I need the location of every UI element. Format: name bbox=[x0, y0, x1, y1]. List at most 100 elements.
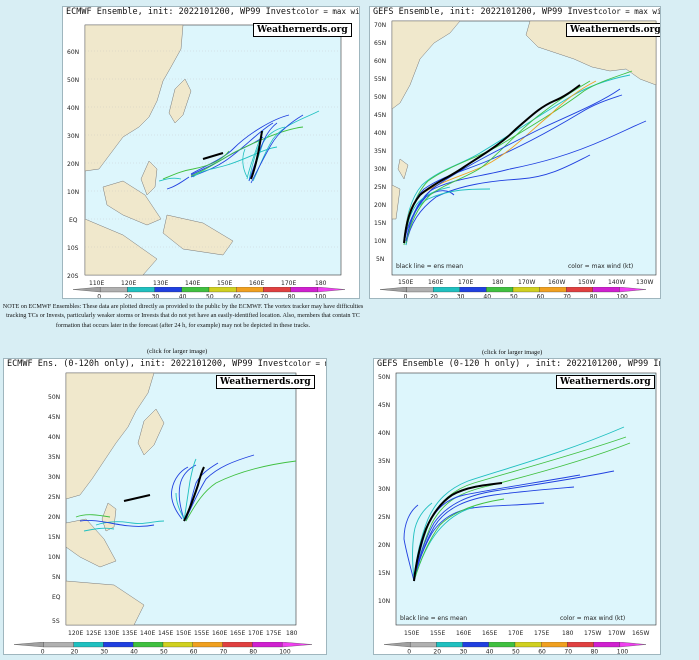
lat-label: 45N bbox=[378, 402, 390, 409]
wind-color-legend: 0 20 30 40 50 60 70 80 100 bbox=[379, 287, 647, 300]
lat-label: 30N bbox=[48, 474, 60, 481]
legend-tick-label: 40 bbox=[179, 294, 187, 300]
legend-ticks: 0 20 30 40 50 60 70 80 100 bbox=[404, 294, 628, 300]
ecmwf-track-map[interactable]: 60N 50N 40N 30N 20N 10N EQ 10S 20S 110E … bbox=[63, 19, 359, 289]
legend-tick-label: 30 bbox=[100, 649, 108, 655]
lon-label: 170E bbox=[281, 280, 296, 287]
legend-tick-label: 80 bbox=[590, 294, 598, 300]
legend-tick-label: 80 bbox=[591, 649, 599, 655]
lat-label: 15N bbox=[48, 534, 60, 541]
ecmwf-120h-panel[interactable]: ECMWF Ens. (0-120h only), init: 20221012… bbox=[3, 358, 327, 655]
legend-swatch bbox=[619, 642, 647, 648]
legend-ticks: 0 20 30 40 50 60 70 80 100 bbox=[407, 649, 628, 655]
lon-label: 140E bbox=[185, 280, 200, 287]
legend-tick-label: 60 bbox=[538, 649, 546, 655]
lat-label: EQ bbox=[69, 217, 78, 224]
legend-swatch bbox=[133, 642, 164, 648]
legend-swatch bbox=[73, 642, 104, 648]
lat-label: 25N bbox=[374, 184, 386, 191]
wind-color-note: color = max wind (kt) bbox=[560, 615, 625, 622]
wind-color-label: color = max wind (kt) bbox=[598, 7, 661, 16]
legend-swatch bbox=[593, 642, 620, 648]
legend-swatch bbox=[43, 642, 74, 648]
lon-label: 165E bbox=[482, 630, 497, 637]
lon-label: 150E bbox=[404, 630, 419, 637]
gefs-ensemble-panel[interactable]: GEFS Ensemble, init: 2022101200, WP99 In… bbox=[369, 6, 661, 299]
lat-label: 10N bbox=[67, 189, 79, 196]
legend-tick-label: 60 bbox=[233, 294, 241, 300]
lon-label: 160E bbox=[428, 279, 443, 286]
legend-tick-label: 0 bbox=[407, 649, 411, 655]
legend-tick-label: 70 bbox=[563, 294, 571, 300]
lon-label: 140W bbox=[608, 279, 625, 286]
legend-tick-label: 50 bbox=[512, 649, 520, 655]
click-for-larger-link-left[interactable]: (click for larger image) bbox=[147, 348, 208, 355]
lon-label: 150W bbox=[578, 279, 595, 286]
lat-label: 5N bbox=[52, 574, 60, 581]
wind-color-label: color = max wind (kt) bbox=[296, 7, 360, 16]
lat-label: 15N bbox=[378, 570, 390, 577]
lat-label: 50N bbox=[67, 77, 79, 84]
lat-label: 60N bbox=[374, 58, 386, 65]
lat-label: 10N bbox=[378, 598, 390, 605]
lat-label: 60N bbox=[67, 49, 79, 56]
legend-swatch bbox=[462, 642, 489, 648]
lat-label: 50N bbox=[378, 374, 390, 381]
lon-label: 130W bbox=[636, 279, 653, 286]
click-for-larger-link-right[interactable]: (click for larger image) bbox=[482, 349, 543, 356]
lat-label: 5S bbox=[52, 618, 60, 625]
gefs-track-map[interactable]: 70N 65N 60N 55N 50N 45N 40N 35N 30N 25N … bbox=[370, 19, 660, 287]
legend-tick-label: 70 bbox=[220, 649, 228, 655]
legend-swatch bbox=[592, 287, 620, 293]
lon-label: 150E bbox=[398, 279, 413, 286]
lon-label: 155E bbox=[194, 630, 209, 637]
legend-tick-label: 0 bbox=[41, 649, 45, 655]
legend-swatch bbox=[488, 642, 516, 648]
ecmwf-ensemble-panel[interactable]: ECMWF Ensemble, init: 2022101200, WP99 I… bbox=[62, 6, 360, 299]
lat-label: EQ bbox=[52, 594, 61, 601]
legend-swatch bbox=[383, 642, 411, 648]
lat-label: 25N bbox=[48, 494, 60, 501]
legend-swatch bbox=[208, 287, 237, 293]
legend-swatch bbox=[192, 642, 223, 648]
lat-label: 35N bbox=[374, 148, 386, 155]
lat-label: 35N bbox=[378, 458, 390, 465]
lon-label: 155E bbox=[430, 630, 445, 637]
legend-swatch bbox=[379, 287, 407, 293]
panel-title: ECMWF Ensemble, init: 2022101200, WP99 I… bbox=[66, 7, 297, 17]
lon-label: 150E bbox=[176, 630, 191, 637]
legend-swatch bbox=[181, 287, 210, 293]
panel-title-bar: ECMWF Ensemble, init: 2022101200, WP99 I… bbox=[63, 7, 359, 19]
lat-label: 40N bbox=[67, 105, 79, 112]
lat-label: 10N bbox=[374, 238, 386, 245]
lat-label: 10S bbox=[67, 245, 79, 252]
lat-label: 20N bbox=[67, 161, 79, 168]
lat-label: 30N bbox=[378, 486, 390, 493]
lat-label: 65N bbox=[374, 40, 386, 47]
legend-swatch bbox=[433, 287, 460, 293]
lon-label: 120E bbox=[68, 630, 83, 637]
legend-swatch bbox=[162, 642, 193, 648]
legend-tick-label: 30 bbox=[152, 294, 160, 300]
lon-label: 180 bbox=[492, 279, 504, 286]
gefs-120h-panel[interactable]: GEFS Ensemble (0-120 h only) , init: 202… bbox=[373, 358, 661, 655]
legend-tick-label: 40 bbox=[483, 294, 491, 300]
legend-swatch bbox=[619, 287, 647, 293]
lon-label: 160E bbox=[249, 280, 264, 287]
lat-label: 35N bbox=[48, 454, 60, 461]
legend-swatch bbox=[222, 642, 253, 648]
legend-tick-label: 20 bbox=[433, 649, 441, 655]
ecmwf-120h-track-map[interactable]: 50N 45N 40N 35N 30N 25N 20N 15N 10N 5N E… bbox=[4, 371, 326, 641]
lon-label: 180 bbox=[562, 630, 574, 637]
lon-label: 180 bbox=[315, 280, 327, 287]
legend-tick-label: 80 bbox=[249, 649, 257, 655]
lat-label: 70N bbox=[374, 22, 386, 29]
legend-swatch bbox=[236, 287, 264, 293]
wind-color-legend: 0 20 30 40 50 60 70 80 100 bbox=[383, 642, 647, 655]
legend-tick-label: 60 bbox=[537, 294, 545, 300]
lon-label: 170E bbox=[248, 630, 263, 637]
gefs-120h-track-map[interactable]: 50N 45N 40N 35N 30N 25N 20N 15N 10N blac… bbox=[374, 371, 660, 641]
legend-swatch bbox=[290, 287, 318, 293]
lon-label: 175E bbox=[266, 630, 281, 637]
weathernerds-logo: Weathernerds.org bbox=[253, 23, 352, 37]
